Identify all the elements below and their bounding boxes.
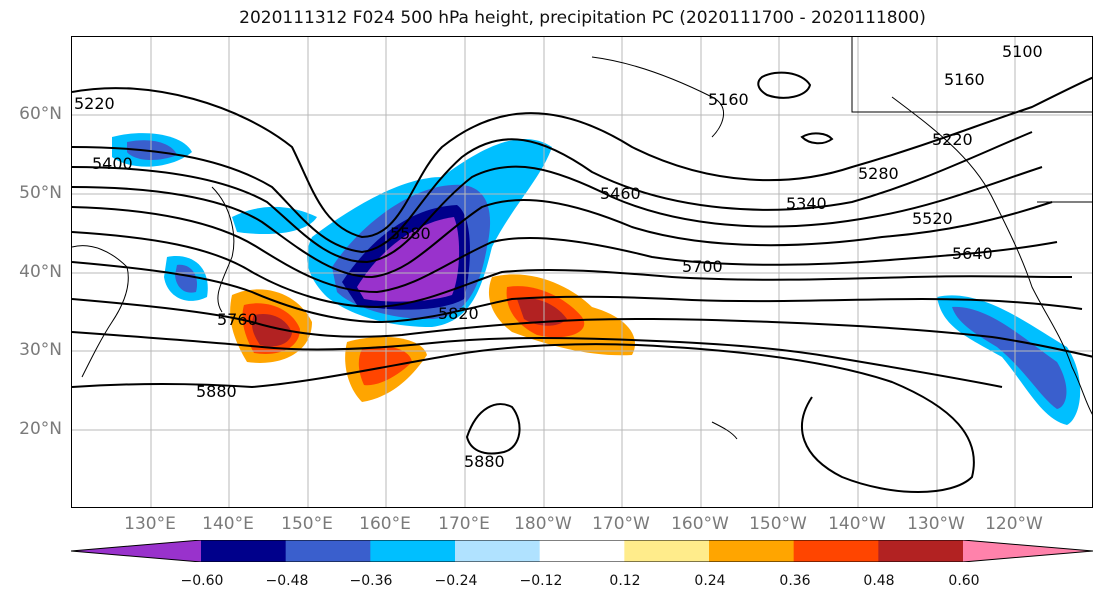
height-contour	[757, 71, 812, 99]
colorbar-tick: 0.48	[863, 573, 895, 589]
contour-labels: 5220 5400 5160 5100 5160 5220 5280 5340 …	[74, 42, 1043, 471]
coastline-na	[891, 96, 1092, 415]
lat-label: 30°N	[19, 340, 62, 360]
colorbar-tick: −0.36	[349, 573, 393, 589]
colorbar-segment	[793, 540, 879, 562]
colorbar-segment	[539, 540, 625, 562]
contour-label: 5880	[464, 452, 505, 471]
lat-label: 40°N	[19, 262, 62, 282]
lon-label: 170°E	[438, 514, 490, 534]
colorbar-graphic	[70, 539, 1094, 563]
contour-label: 5640	[952, 244, 993, 263]
lon-label: 140°E	[202, 514, 254, 534]
colorbar-tick: −0.60	[180, 573, 224, 589]
coastline-alaska	[591, 56, 724, 138]
lon-label: 130°W	[907, 514, 965, 534]
precip-area-neg	[127, 140, 177, 161]
colorbar-segment	[963, 540, 1093, 562]
contour-label: 5400	[92, 154, 133, 173]
colorbar-tick: −0.12	[519, 573, 563, 589]
lon-label: 150°E	[281, 514, 333, 534]
lon-label: 160°W	[671, 514, 729, 534]
height-contour	[465, 403, 521, 455]
contour-label: 5820	[438, 304, 479, 323]
lat-label: 60°N	[19, 104, 62, 124]
map-panel: 5220 5400 5160 5100 5160 5220 5280 5340 …	[71, 36, 1093, 508]
coastline-japan	[211, 186, 235, 313]
colorbar-segment	[878, 540, 964, 562]
coastlines	[72, 37, 1092, 440]
height-contours	[72, 71, 1092, 493]
lat-label: 50°N	[19, 183, 62, 203]
colorbar-tick: 0.12	[609, 573, 641, 589]
lon-label: 180°W	[514, 514, 572, 534]
lat-label: 20°N	[19, 419, 62, 439]
precip-area-neg	[952, 306, 1067, 409]
contour-label: 5580	[390, 224, 431, 243]
contour-label: 5880	[196, 382, 237, 401]
height-contour	[72, 298, 1092, 358]
contour-label: 5460	[600, 184, 641, 203]
contour-label: 5220	[74, 94, 115, 113]
precip-area-neg	[175, 264, 198, 293]
islands-hawaii	[711, 421, 738, 440]
precip-area-pos	[358, 346, 412, 386]
contour-label: 5220	[932, 130, 973, 149]
contour-label: 5100	[1002, 42, 1043, 61]
precip-shading	[112, 133, 1081, 425]
height-contour	[72, 131, 1033, 254]
colorbar-tick: −0.24	[434, 573, 478, 589]
colorbar-segment	[455, 540, 541, 562]
map-title: 2020111312 F024 500 hPa height, precipit…	[239, 8, 926, 28]
colorbar-segment	[201, 540, 287, 562]
colorbar-segment	[709, 540, 795, 562]
height-contour	[72, 261, 1083, 324]
colorbar-segment	[370, 540, 456, 562]
precip-area-neg	[357, 217, 460, 302]
height-contour	[800, 132, 834, 145]
colorbar-segment	[71, 540, 201, 562]
contour-label: 5280	[858, 164, 899, 183]
contour-label: 5520	[912, 209, 953, 228]
contour-label: 5700	[682, 257, 723, 276]
map-canvas: 5220 5400 5160 5100 5160 5220 5280 5340 …	[72, 37, 1092, 507]
colorbar-segments	[71, 540, 1093, 562]
colorbar	[70, 539, 1094, 563]
height-contour	[72, 76, 1092, 239]
colorbar-tick: −0.48	[265, 573, 309, 589]
height-contour	[72, 343, 975, 493]
precip-area-pos	[252, 313, 292, 347]
contour-label: 5160	[944, 70, 985, 89]
contour-label: 5160	[708, 90, 749, 109]
lon-label: 130°E	[124, 514, 176, 534]
colorbar-segment	[285, 540, 371, 562]
colorbar-tick: 0.24	[694, 573, 726, 589]
precip-area-pos	[517, 298, 567, 326]
colorbar-tick: 0.60	[948, 573, 980, 589]
contour-label: 5760	[217, 310, 258, 329]
height-contour	[72, 186, 1053, 279]
lon-label: 170°W	[592, 514, 650, 534]
lon-label: 140°W	[828, 514, 886, 534]
lon-label: 160°E	[359, 514, 411, 534]
height-contour	[72, 165, 1043, 264]
border-canada	[851, 37, 1092, 113]
colorbar-tick: 0.36	[779, 573, 811, 589]
lon-label: 150°W	[749, 514, 807, 534]
coastline-asia	[72, 245, 129, 378]
colorbar-segment	[624, 540, 710, 562]
lon-label: 120°W	[985, 514, 1043, 534]
height-contour	[72, 331, 1003, 388]
height-contour	[72, 206, 1058, 294]
contour-label: 5340	[786, 194, 827, 213]
height-contour	[72, 231, 1073, 309]
